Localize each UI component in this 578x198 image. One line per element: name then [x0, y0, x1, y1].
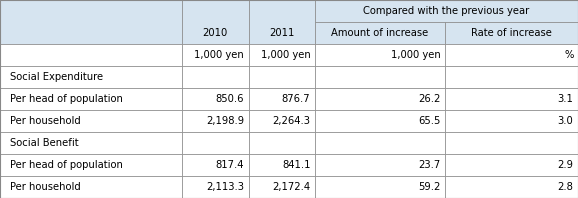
- Text: 3.0: 3.0: [558, 116, 573, 126]
- Bar: [0, 88, 182, 110]
- Bar: [0, 44, 182, 66]
- Bar: [249, 110, 315, 132]
- Bar: [315, 44, 445, 66]
- Bar: [182, 66, 249, 88]
- Bar: [249, 66, 315, 88]
- Text: 65.5: 65.5: [418, 116, 440, 126]
- Text: 2,198.9: 2,198.9: [206, 116, 244, 126]
- Bar: [445, 66, 578, 88]
- Bar: [182, 154, 249, 176]
- Bar: [315, 0, 578, 22]
- Bar: [249, 176, 315, 198]
- Bar: [249, 154, 315, 176]
- Bar: [182, 176, 249, 198]
- Bar: [315, 22, 445, 44]
- Text: Per head of population: Per head of population: [10, 160, 123, 170]
- Text: 817.4: 817.4: [216, 160, 244, 170]
- Text: 1,000 yen: 1,000 yen: [391, 50, 440, 60]
- Text: 2.8: 2.8: [558, 182, 573, 192]
- Bar: [182, 110, 249, 132]
- Bar: [0, 132, 182, 154]
- Bar: [315, 88, 445, 110]
- Text: 2,172.4: 2,172.4: [272, 182, 310, 192]
- Bar: [0, 110, 182, 132]
- Bar: [315, 110, 445, 132]
- Text: 2010: 2010: [203, 28, 228, 38]
- Text: Compared with the previous year: Compared with the previous year: [364, 6, 529, 16]
- Text: Per household: Per household: [10, 182, 81, 192]
- Bar: [315, 132, 445, 154]
- Bar: [0, 154, 182, 176]
- Text: 876.7: 876.7: [281, 94, 310, 104]
- Text: 59.2: 59.2: [418, 182, 440, 192]
- Text: 841.1: 841.1: [282, 160, 310, 170]
- Text: 850.6: 850.6: [216, 94, 244, 104]
- Bar: [315, 176, 445, 198]
- Bar: [0, 0, 182, 44]
- Bar: [182, 0, 249, 44]
- Text: 2.9: 2.9: [557, 160, 573, 170]
- Bar: [445, 22, 578, 44]
- Bar: [445, 88, 578, 110]
- Bar: [182, 44, 249, 66]
- Bar: [315, 66, 445, 88]
- Text: %: %: [564, 50, 573, 60]
- Bar: [182, 88, 249, 110]
- Text: Per household: Per household: [10, 116, 81, 126]
- Text: 2011: 2011: [269, 28, 294, 38]
- Bar: [249, 132, 315, 154]
- Text: 26.2: 26.2: [418, 94, 440, 104]
- Text: 23.7: 23.7: [418, 160, 440, 170]
- Bar: [445, 132, 578, 154]
- Text: Social Expenditure: Social Expenditure: [10, 72, 103, 82]
- Text: Rate of increase: Rate of increase: [471, 28, 552, 38]
- Text: Per head of population: Per head of population: [10, 94, 123, 104]
- Bar: [249, 44, 315, 66]
- Text: 1,000 yen: 1,000 yen: [261, 50, 310, 60]
- Text: 2,264.3: 2,264.3: [272, 116, 310, 126]
- Bar: [249, 88, 315, 110]
- Bar: [445, 110, 578, 132]
- Bar: [445, 176, 578, 198]
- Bar: [249, 0, 315, 44]
- Text: Social Benefit: Social Benefit: [10, 138, 79, 148]
- Bar: [0, 66, 182, 88]
- Text: 3.1: 3.1: [558, 94, 573, 104]
- Text: 1,000 yen: 1,000 yen: [194, 50, 244, 60]
- Bar: [315, 154, 445, 176]
- Text: Amount of increase: Amount of increase: [331, 28, 429, 38]
- Bar: [182, 132, 249, 154]
- Bar: [0, 176, 182, 198]
- Bar: [445, 44, 578, 66]
- Text: 2,113.3: 2,113.3: [206, 182, 244, 192]
- Bar: [445, 154, 578, 176]
